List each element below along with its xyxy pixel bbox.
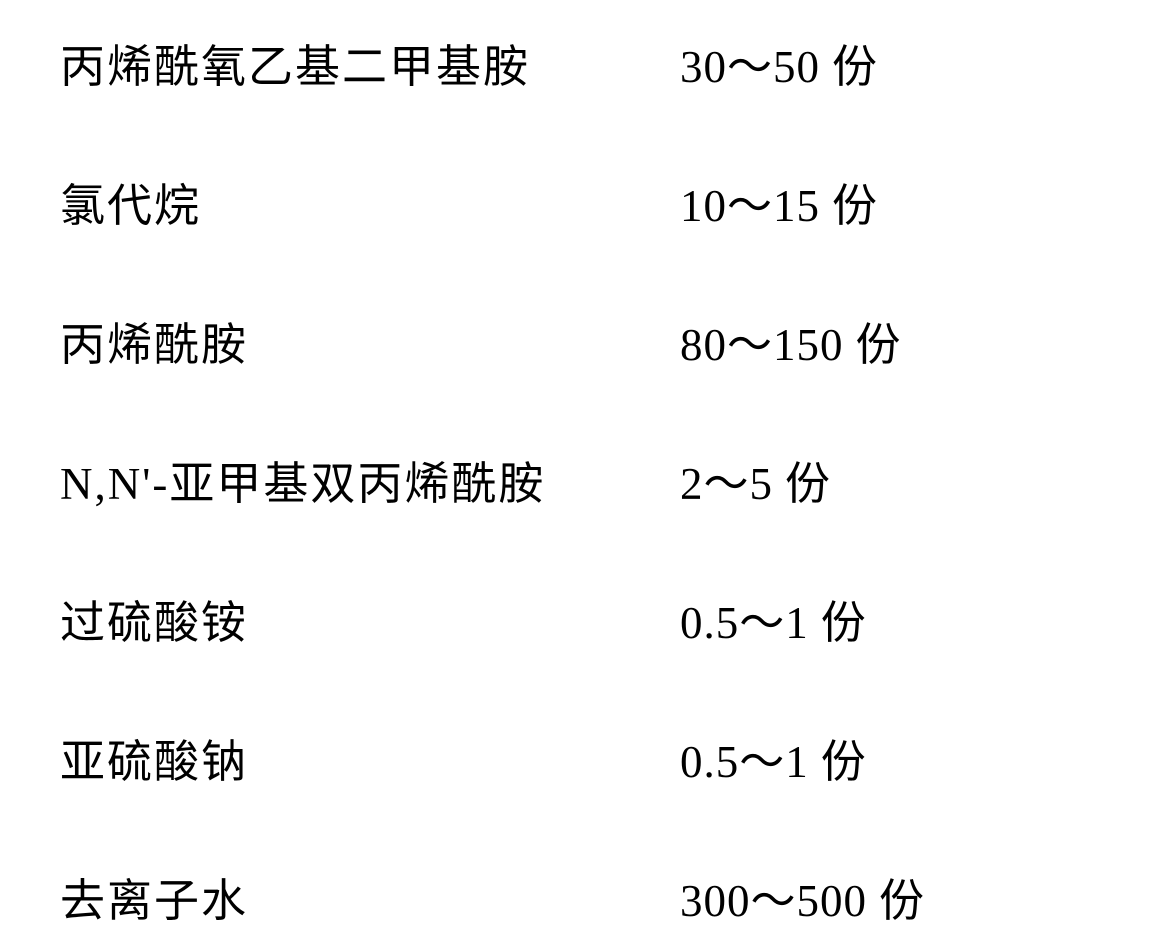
ingredients-table: 丙烯酰氧乙基二甲基胺 30～50份 氯代烷 10～15份 丙烯酰胺 80～150…: [60, 30, 1114, 929]
ingredient-value: 30～50份: [680, 30, 878, 95]
table-row: 亚硫酸钠 0.5～1份: [60, 725, 1114, 790]
ingredient-value: 300～500份: [680, 864, 925, 929]
table-row: 氯代烷 10～15份: [60, 169, 1114, 234]
table-row: 去离子水 300～500份: [60, 864, 1114, 929]
table-row: 丙烯酰胺 80～150份: [60, 308, 1114, 373]
ingredient-label: 去离子水: [60, 864, 680, 929]
table-row: N,N'-亚甲基双丙烯酰胺 2～5份: [60, 447, 1114, 512]
ingredient-value: 0.5～1份: [680, 586, 867, 651]
ingredient-label: 过硫酸铵: [60, 586, 680, 651]
table-row: 过硫酸铵 0.5～1份: [60, 586, 1114, 651]
ingredient-value: 0.5～1份: [680, 725, 867, 790]
ingredient-label: 丙烯酰氧乙基二甲基胺: [60, 30, 680, 95]
ingredient-value: 2～5份: [680, 447, 831, 512]
ingredient-value: 80～150份: [680, 308, 902, 373]
ingredient-label: N,N'-亚甲基双丙烯酰胺: [60, 447, 680, 512]
ingredient-label: 丙烯酰胺: [60, 308, 680, 373]
table-row: 丙烯酰氧乙基二甲基胺 30～50份: [60, 30, 1114, 95]
ingredient-value: 10～15份: [680, 169, 878, 234]
ingredient-label: 氯代烷: [60, 169, 680, 234]
ingredient-label: 亚硫酸钠: [60, 725, 680, 790]
